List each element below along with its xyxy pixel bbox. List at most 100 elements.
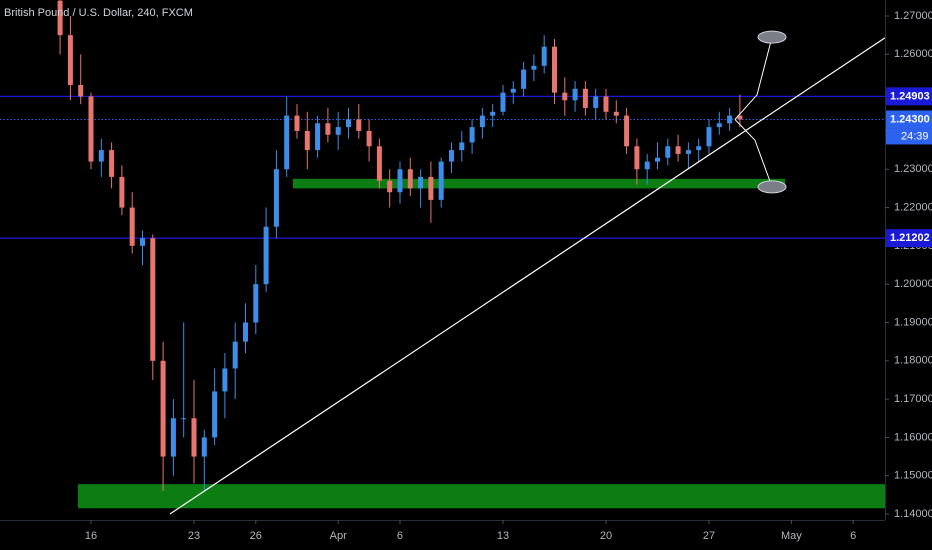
candle-body <box>562 92 568 101</box>
support-zone <box>78 484 885 509</box>
projection-path <box>734 119 773 188</box>
candle-body <box>479 115 485 128</box>
candle-body <box>109 150 115 177</box>
candle-body <box>325 123 331 135</box>
y-tick-label: 1.23000 <box>894 163 932 175</box>
candle-body <box>665 146 671 158</box>
candle-body <box>160 360 166 457</box>
candle-body <box>253 284 259 323</box>
candle-body <box>335 127 341 135</box>
price-label-box <box>886 87 932 106</box>
x-tick-label: 23 <box>188 530 200 542</box>
candle-body <box>469 127 475 143</box>
y-tick-label: 1.19000 <box>894 316 932 328</box>
candle-body <box>366 130 372 147</box>
candle-body <box>675 146 681 154</box>
y-tick-label: 1.17000 <box>894 393 932 405</box>
candle-body <box>139 238 145 246</box>
candle-body <box>201 437 207 457</box>
candle-body <box>696 146 702 151</box>
candle-body <box>119 176 125 208</box>
candle-body <box>613 111 619 116</box>
candle-body <box>181 418 187 420</box>
candle-body <box>304 130 310 151</box>
price-label: 1.24903 <box>890 90 930 102</box>
x-tick-label: 20 <box>600 530 612 542</box>
candle-body <box>263 226 269 285</box>
candle-body <box>397 169 403 193</box>
candle-body <box>685 150 691 154</box>
y-tick-label: 1.16000 <box>894 431 932 443</box>
candle-body <box>67 35 73 85</box>
y-tick-label: 1.18000 <box>894 355 932 367</box>
candle-body <box>644 161 650 170</box>
countdown: 24:39 <box>901 130 929 142</box>
chart-title: British Pound / U.S. Dollar, 240, FXCM <box>4 7 193 19</box>
candle-body <box>284 115 290 170</box>
x-tick-label: 16 <box>85 530 97 542</box>
price-label-box <box>886 229 932 248</box>
x-tick-label: May <box>781 530 802 542</box>
y-tick-label: 1.26000 <box>894 48 932 60</box>
x-tick-label: 27 <box>703 530 715 542</box>
candle-body <box>407 169 413 189</box>
candle-body <box>242 322 248 342</box>
candle-body <box>170 418 176 457</box>
candle-body <box>582 88 588 108</box>
target-marker <box>757 180 787 194</box>
candle-body <box>98 150 104 162</box>
candle-body <box>428 176 434 200</box>
candle-body <box>490 111 496 116</box>
support-zone <box>292 178 786 189</box>
candle-body <box>531 65 537 70</box>
trendline <box>169 37 886 515</box>
candle-body <box>521 69 527 89</box>
candle-body <box>232 341 238 369</box>
candle-body <box>345 119 351 128</box>
price-label: 1.24300 <box>890 113 930 125</box>
candle-body <box>706 127 712 147</box>
candle-body <box>737 115 743 120</box>
candle-body <box>212 391 218 438</box>
candle-body <box>78 84 84 97</box>
projection-path <box>734 36 773 120</box>
y-tick-label: 1.22000 <box>894 201 932 213</box>
candle-body <box>356 119 362 131</box>
candle-body <box>541 46 547 66</box>
candle-body <box>634 146 640 170</box>
x-tick-label: Apr <box>330 530 347 542</box>
candle-body <box>716 123 722 128</box>
y-tick-label: 1.27000 <box>894 10 932 22</box>
target-marker <box>757 30 787 44</box>
candle-body <box>376 146 382 181</box>
candle-body <box>150 238 156 361</box>
plot-area <box>0 0 886 515</box>
candle-body <box>603 96 609 112</box>
countdown-box <box>886 128 932 145</box>
y-tick-label: 1.20000 <box>894 278 932 290</box>
x-tick-label: 6 <box>397 530 403 542</box>
candle-body <box>624 115 630 147</box>
candle-body <box>294 115 300 131</box>
candle-body <box>129 207 135 246</box>
price-label-box <box>886 110 932 129</box>
candle-body <box>88 96 94 162</box>
candle-body <box>191 418 197 457</box>
x-tick-label: 13 <box>497 530 509 542</box>
candle-body <box>418 176 424 189</box>
x-tick-label: 26 <box>250 530 262 542</box>
y-tick-label: 1.15000 <box>894 470 932 482</box>
candle-body <box>438 161 444 200</box>
x-tick-label: 6 <box>850 530 856 542</box>
candle-body <box>727 115 733 124</box>
candle-body <box>459 142 465 151</box>
price-label: 1.21202 <box>890 232 930 244</box>
y-tick-label: 1.14000 <box>894 508 932 520</box>
candle-body <box>222 368 228 392</box>
candle-body <box>551 46 557 93</box>
candle-body <box>57 0 63 36</box>
candle-body <box>273 169 279 227</box>
